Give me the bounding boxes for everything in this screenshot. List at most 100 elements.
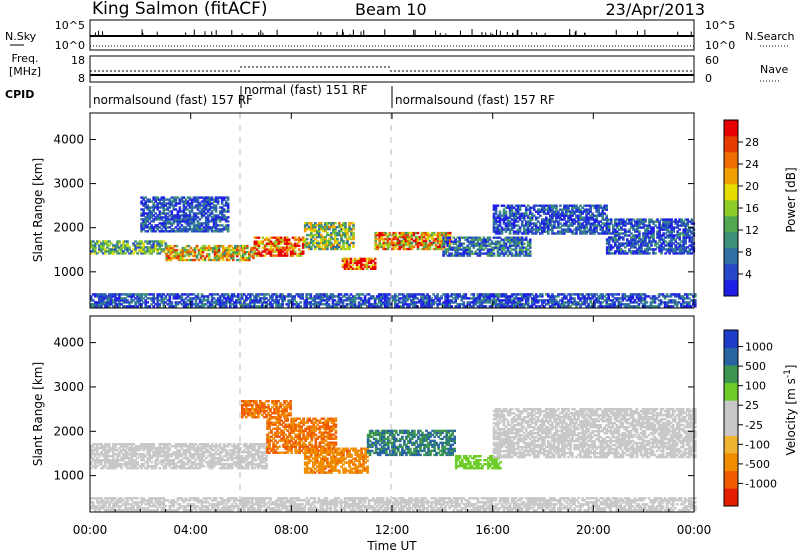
range-gate-cell [312,235,315,239]
range-gate-cell [591,305,594,308]
range-gate-cell [620,222,623,225]
range-gate-cell [376,237,379,241]
range-gate-cell [454,301,457,304]
range-gate-cell [208,220,212,223]
range-gate-cell [555,204,558,207]
range-gate-cell [678,248,681,251]
range-gate-cell [144,200,147,203]
range-gate-cell [323,303,327,306]
range-gate-cell [146,230,149,233]
range-gate-cell [242,246,245,250]
range-gate-cell [553,212,556,215]
range-gate-cell [630,236,633,239]
range-gate-cell [318,229,321,233]
range-gate-cell [170,224,174,227]
range-gate-cell [593,228,596,231]
range-gate-cell [492,224,496,227]
range-gate-cell [263,246,267,249]
range-gate-cell [164,220,168,223]
range-gate-cell [464,248,468,251]
range-gate-cell [232,293,236,296]
range-gate-cell [386,295,389,298]
range-gate-cell [682,228,685,231]
range-gate-cell [239,301,242,304]
range-gate-cell [498,305,502,308]
range-gate-cell [126,248,129,251]
range-gate-cell [573,293,576,296]
range-gate-cell [275,242,279,245]
range-gate-cell [644,232,647,235]
range-gate-cell [551,220,554,223]
range-gate-cell [218,297,222,300]
range-gate-cell [524,214,528,217]
range-gate-cell [585,210,588,213]
range-gate-cell [315,297,319,300]
range-gate-cell [670,218,673,221]
range-gate-cell [422,303,425,306]
range-gate-cell [605,218,609,221]
range-gate-cell [170,214,174,217]
range-gate-cell [317,293,321,296]
range-gate-cell [686,234,689,237]
range-gate-cell [547,222,550,225]
range-gate-cell [206,222,210,225]
range-gate-cell [170,210,174,213]
range-gate-cell [508,246,512,249]
range-gate-cell [636,250,639,253]
range-gate-cell [228,295,232,298]
range-gate-cell [595,220,598,223]
range-gate-cell [112,248,115,251]
range-gate-cell [179,248,183,252]
range-gate-cell [118,248,121,251]
range-gate-cell [376,243,379,247]
range-gate-cell [672,248,675,251]
range-gate-cell [383,303,387,306]
range-gate-cell [682,242,685,245]
range-gate-cell [343,293,347,296]
range-gate-cell [478,246,482,249]
range-gate-cell [142,246,145,249]
range-gate-cell [183,248,187,252]
range-gate-cell [208,301,212,304]
range-gate-cell [152,246,155,249]
range-gate-cell [222,216,226,219]
range-gate-cell [607,299,610,302]
range-gate-cell [383,301,387,304]
range-gate-cell [524,252,528,255]
range-gate-cell [494,240,498,243]
range-gate-cell [472,299,476,302]
range-gate-cell [442,245,446,249]
range-gate-cell [223,248,227,252]
range-gate-cell [510,299,514,302]
range-gate-cell [577,220,580,223]
range-gate-cell [344,235,347,239]
range-gate-cell [138,293,141,296]
range-gate-cell [299,295,302,298]
range-gate-cell [422,297,425,300]
range-gate-cell [575,204,578,207]
range-gate-cell [192,220,196,223]
range-gate-cell [520,232,524,235]
range-gate-cell [351,267,355,270]
range-gate-cell [668,250,671,253]
range-gate-cell [636,224,639,227]
range-gate-cell [363,297,367,300]
range-gate-cell [265,238,269,241]
range-gate-cell [122,240,125,243]
range-gate-cell [310,224,313,227]
range-gate-cell [484,293,488,296]
range-gate-cell [555,214,558,217]
range-gate-cell [325,305,329,308]
range-gate-cell [349,257,353,261]
range-gate-cell [184,226,188,229]
range-gate-cell [416,245,420,249]
range-gate-cell [192,293,196,296]
range-gate-cell [349,261,353,265]
range-gate-cell [528,250,532,253]
range-gate-cell [394,245,398,249]
range-gate-cell [458,252,461,255]
range-gate-cell [220,303,224,306]
range-gate-cell [474,299,478,302]
range-gate-cell [547,206,550,209]
range-gate-cell [243,305,246,308]
